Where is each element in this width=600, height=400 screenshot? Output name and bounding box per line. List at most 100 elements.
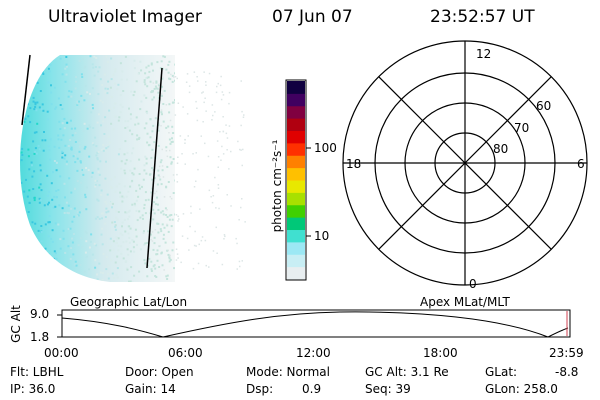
image-pixel bbox=[70, 191, 73, 194]
image-pixel bbox=[106, 144, 109, 147]
image-pixel bbox=[161, 67, 164, 70]
image-pixel bbox=[172, 158, 175, 160]
image-pixel bbox=[85, 232, 88, 235]
colorbar-segment bbox=[287, 180, 305, 193]
image-pixel bbox=[77, 214, 80, 217]
image-pixel bbox=[167, 63, 170, 66]
info-gain: Gain: 14 bbox=[125, 382, 176, 396]
image-pixel bbox=[32, 100, 35, 103]
image-pixel bbox=[236, 268, 238, 270]
image-pixel bbox=[240, 80, 242, 82]
image-pixel bbox=[143, 259, 146, 262]
image-pixel bbox=[100, 212, 103, 215]
image-pixel bbox=[174, 179, 175, 182]
image-pixel bbox=[152, 69, 154, 72]
image-pixel bbox=[196, 76, 198, 78]
info-seq: Seq: 39 bbox=[365, 382, 411, 396]
image-pixel bbox=[65, 201, 68, 204]
image-pixel bbox=[210, 196, 212, 198]
image-pixel bbox=[202, 121, 204, 123]
image-pixel bbox=[101, 212, 104, 215]
image-pixel bbox=[46, 203, 49, 206]
image-pixel bbox=[131, 203, 134, 206]
image-pixel bbox=[85, 208, 88, 211]
image-pixel bbox=[70, 146, 73, 149]
image-pixel bbox=[67, 204, 70, 207]
image-pixel bbox=[63, 157, 66, 160]
image-pixel bbox=[107, 273, 110, 275]
image-pixel bbox=[88, 124, 91, 127]
image-pixel bbox=[241, 164, 243, 167]
image-pixel bbox=[131, 179, 134, 182]
image-pixel bbox=[125, 195, 128, 198]
image-pixel bbox=[105, 211, 108, 214]
image-pixel bbox=[157, 208, 160, 211]
image-pixel bbox=[105, 147, 108, 150]
image-pixel bbox=[167, 125, 170, 128]
image-pixel bbox=[31, 65, 33, 68]
image-pixel bbox=[162, 213, 165, 216]
image-pixel bbox=[114, 115, 117, 118]
image-pixel bbox=[17, 146, 19, 148]
image-pixel bbox=[20, 151, 23, 154]
image-pixel bbox=[57, 97, 60, 100]
image-pixel bbox=[143, 94, 146, 97]
image-pixel bbox=[203, 101, 205, 104]
image-pixel bbox=[171, 74, 174, 77]
image-pixel bbox=[17, 184, 19, 186]
colorbar-frame bbox=[285, 79, 307, 281]
image-pixel bbox=[154, 267, 157, 270]
image-pixel bbox=[33, 84, 36, 87]
image-pixel bbox=[116, 238, 118, 241]
image-pixel bbox=[147, 230, 150, 233]
image-pixel bbox=[143, 169, 146, 172]
image-pixel bbox=[169, 254, 171, 257]
image-pixel bbox=[42, 149, 45, 152]
image-pixel bbox=[50, 84, 52, 87]
image-pixel bbox=[42, 109, 45, 112]
image-pixel bbox=[81, 246, 84, 249]
image-pixel bbox=[95, 145, 98, 148]
image-pixel bbox=[83, 147, 86, 150]
image-pixel bbox=[188, 249, 190, 251]
image-pixel bbox=[236, 242, 238, 245]
image-pixel bbox=[156, 196, 158, 199]
instrument-title: Ultraviolet Imager bbox=[48, 7, 202, 27]
image-pixel bbox=[109, 237, 112, 240]
image-pixel bbox=[25, 60, 28, 63]
image-pixel bbox=[17, 284, 19, 286]
image-pixel bbox=[128, 280, 130, 282]
image-pixel bbox=[161, 77, 164, 80]
image-pixel bbox=[50, 103, 53, 106]
image-pixel bbox=[143, 203, 146, 206]
image-pixel bbox=[162, 237, 165, 240]
image-pixel bbox=[96, 121, 99, 124]
image-pixel bbox=[212, 195, 215, 197]
altitude-ytick-label-top: 9.0 bbox=[30, 307, 50, 321]
image-pixel bbox=[27, 211, 30, 213]
image-pixel bbox=[28, 77, 31, 80]
image-pixel bbox=[28, 284, 30, 286]
image-pixel bbox=[134, 204, 137, 207]
image-pixel bbox=[149, 136, 152, 139]
image-pixel bbox=[109, 185, 112, 188]
colorbar-segment bbox=[287, 217, 305, 231]
image-pixel bbox=[176, 253, 179, 255]
image-pixel bbox=[114, 70, 117, 73]
image-pixel bbox=[109, 245, 112, 248]
image-pixel bbox=[114, 228, 117, 231]
image-pixel bbox=[158, 165, 161, 168]
image-pixel bbox=[147, 64, 150, 67]
image-pixel bbox=[96, 278, 99, 281]
image-pixel bbox=[44, 253, 47, 256]
image-pixel bbox=[44, 64, 47, 66]
image-pixel bbox=[83, 73, 86, 76]
polar-label-bottom: 0 bbox=[469, 277, 477, 291]
image-pixel bbox=[72, 155, 75, 158]
image-pixel bbox=[224, 235, 226, 238]
image-pixel bbox=[99, 99, 102, 102]
image-pixel bbox=[50, 271, 52, 274]
image-pixel bbox=[33, 108, 36, 111]
image-pixel bbox=[195, 180, 197, 182]
image-pixel bbox=[105, 55, 108, 58]
